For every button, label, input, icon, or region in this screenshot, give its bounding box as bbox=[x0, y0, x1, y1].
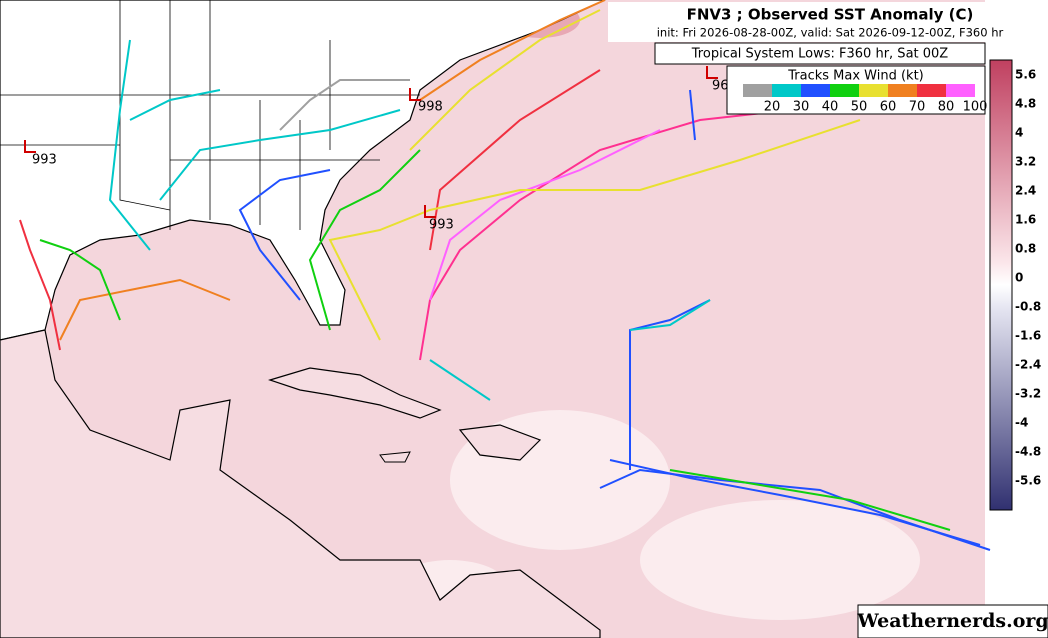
colorbar-label: -3.2 bbox=[1015, 387, 1041, 401]
legend-label: 50 bbox=[851, 100, 868, 115]
low-label: 993 bbox=[429, 218, 454, 233]
legend-label: 30 bbox=[793, 100, 810, 115]
colorbar-label: 4 bbox=[1015, 126, 1023, 140]
legend-swatch bbox=[830, 84, 859, 97]
colorbar-label: 4.8 bbox=[1015, 97, 1036, 111]
title: FNV3 ; Observed SST Anomaly (C) bbox=[687, 6, 974, 24]
colorbar-label: 1.6 bbox=[1015, 213, 1036, 227]
legend-swatch bbox=[772, 84, 801, 97]
colorbar-label: 3.2 bbox=[1015, 155, 1036, 169]
colorbar-labels: 5.6 4.8 4 3.2 2.4 1.6 0.8 0 -0.8 -1.6 -2.4 -3.2 -4 -4… bbox=[1015, 68, 1041, 488]
legend-label: 60 bbox=[880, 100, 897, 115]
legend-label: 80 bbox=[938, 100, 955, 115]
subtitle: init: Fri 2026-08-28-00Z, valid: Sat 202… bbox=[657, 26, 1004, 40]
low-label: 998 bbox=[418, 100, 443, 115]
legend-swatch bbox=[888, 84, 917, 97]
jamaica bbox=[379, 451, 411, 463]
tracks-legend-title: Tracks Max Wind (kt) bbox=[787, 69, 924, 84]
colorbar-label: 0.8 bbox=[1015, 242, 1036, 256]
legend-label: 40 bbox=[822, 100, 839, 115]
colorbar-label: -4.8 bbox=[1015, 445, 1041, 459]
tracks-legend-items: 20 30 40 50 60 70 80 100 bbox=[743, 84, 987, 115]
lows-box bbox=[654, 42, 986, 65]
storm-tracks bbox=[19, 0, 991, 551]
colorbar-label: 0 bbox=[1015, 271, 1023, 285]
lows-title: Tropical System Lows: F360 hr, Sat 00Z bbox=[691, 47, 949, 62]
watermark: Weathernerds.org bbox=[856, 610, 1048, 632]
cuba bbox=[268, 367, 442, 419]
low-label: 993 bbox=[32, 153, 57, 168]
colorbar bbox=[989, 59, 1013, 511]
legend-swatch bbox=[743, 84, 772, 97]
colorbar-label: -5.6 bbox=[1015, 474, 1041, 488]
legend-label: 20 bbox=[764, 100, 781, 115]
legend-swatch bbox=[946, 84, 975, 97]
colorbar-label: -4 bbox=[1015, 416, 1028, 430]
watermark-box bbox=[857, 604, 1048, 638]
colorbar-label: -2.4 bbox=[1015, 358, 1041, 372]
low-label: 96 bbox=[712, 79, 729, 94]
legend-label: 100 bbox=[963, 100, 988, 115]
low-markers bbox=[24, 66, 718, 218]
legend-swatch bbox=[859, 84, 888, 97]
legend-swatch bbox=[801, 84, 830, 97]
hispaniola bbox=[458, 424, 542, 461]
legend-label: 70 bbox=[909, 100, 926, 115]
colorbar-label: -1.6 bbox=[1015, 329, 1041, 343]
us-land bbox=[0, 0, 606, 341]
colorbar-label: -0.8 bbox=[1015, 300, 1041, 314]
colorbar-label: 5.6 bbox=[1015, 68, 1036, 82]
colorbar-label: 2.4 bbox=[1015, 184, 1036, 198]
central-america bbox=[0, 329, 601, 638]
state-lines bbox=[0, 0, 420, 230]
legend-swatch bbox=[917, 84, 946, 97]
title-box bbox=[608, 2, 1048, 42]
